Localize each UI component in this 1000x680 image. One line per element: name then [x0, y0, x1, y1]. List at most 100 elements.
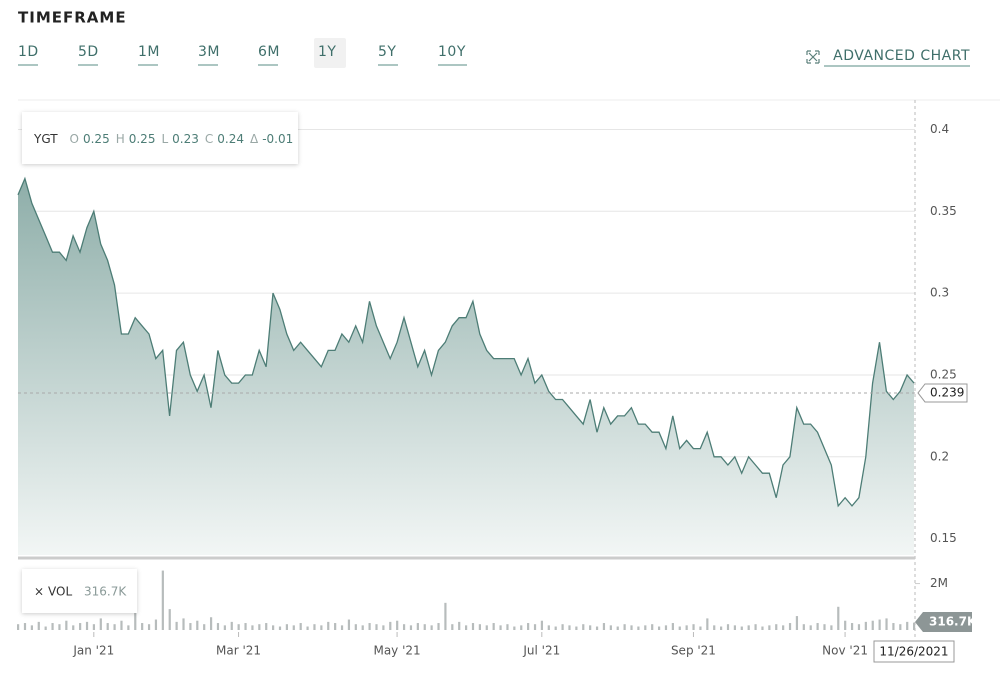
volume-bar	[899, 624, 902, 630]
volume-bar	[327, 621, 330, 630]
volume-bar	[465, 625, 468, 630]
volume-bar	[885, 618, 888, 630]
volume-bar	[575, 626, 578, 630]
x-tick-label: Sep '21	[671, 644, 716, 658]
timeframe-button[interactable]: 5Y	[378, 44, 398, 66]
x-tick-label: Jan '21	[72, 644, 114, 658]
volume-bar	[251, 625, 254, 630]
volume-bar	[430, 625, 433, 630]
advanced-chart-button[interactable]: ADVANCED CHART	[806, 48, 970, 67]
volume-bar	[906, 621, 909, 630]
timeframe-label[interactable]: 3M	[198, 44, 220, 60]
volume-bar	[30, 625, 33, 630]
volume-bar	[726, 624, 730, 630]
volume-bar	[630, 625, 633, 630]
close-icon[interactable]: ×	[34, 585, 44, 599]
volume-bar	[492, 623, 495, 630]
volume-bar	[554, 626, 557, 630]
timeframe-label[interactable]: 5Y	[378, 44, 396, 60]
volume-bar	[113, 624, 116, 630]
x-tick-label: Mar '21	[216, 644, 261, 658]
volume-bar	[79, 623, 82, 630]
volume-bar	[857, 624, 861, 630]
volume-bar	[844, 620, 847, 630]
timeframe-button[interactable]: 1D	[18, 44, 39, 66]
volume-bar	[623, 624, 626, 630]
timeframe-title: TIMEFRAME	[18, 9, 127, 27]
x-tick-label: Nov '21	[822, 644, 868, 658]
timeframe-label[interactable]: 1Y	[318, 44, 336, 60]
volume-bar	[775, 624, 778, 630]
timeframe-button[interactable]: 10Y	[438, 44, 467, 66]
volume-bar	[154, 619, 158, 630]
timeframe-label[interactable]: 5D	[78, 44, 99, 60]
field-key: L	[161, 132, 168, 146]
volume-bar	[733, 625, 736, 630]
volume-bar	[389, 621, 392, 630]
y-tick-label: 0.3	[930, 286, 949, 300]
timeframe-button[interactable]: 6M	[258, 44, 280, 66]
volume-bar	[92, 624, 96, 630]
volume-bar	[809, 625, 812, 630]
field-key: Δ	[250, 132, 259, 146]
volume-bar	[85, 621, 89, 630]
volume-bar	[527, 623, 530, 630]
volume-legend-box	[22, 569, 137, 613]
volume-bar	[595, 626, 599, 630]
timeframe-button[interactable]: 1Y	[314, 38, 346, 68]
volume-bar	[409, 625, 413, 630]
volume-bar	[830, 625, 833, 630]
volume-bar	[347, 619, 351, 630]
volume-badge	[915, 612, 972, 632]
expand-icon	[806, 50, 820, 64]
volume-bar	[871, 620, 874, 630]
volume-bar	[533, 624, 537, 630]
timeframe-label[interactable]: 6M	[258, 44, 280, 60]
advanced-chart-label[interactable]: ADVANCED CHART	[833, 48, 970, 64]
volume-bar	[44, 626, 47, 630]
tooltip-box	[22, 112, 298, 164]
volume-bar	[451, 624, 454, 630]
volume-bar	[685, 625, 688, 630]
timeframe-button[interactable]: 3M	[198, 44, 220, 66]
volume-bar	[602, 623, 606, 630]
volume-bar	[320, 625, 323, 630]
volume-badge-label: 316.7K	[929, 615, 977, 629]
volume-bar	[382, 625, 385, 630]
timeframe-label[interactable]: 1D	[18, 44, 39, 60]
volume-bar	[402, 624, 406, 630]
selected-bg	[314, 38, 346, 68]
field-value: 0.23	[172, 132, 199, 146]
volume-bar	[506, 624, 509, 630]
volume-last: 316.7K	[84, 585, 127, 599]
price-area	[18, 178, 914, 555]
volume-bar	[285, 624, 288, 630]
volume-bar	[182, 618, 185, 630]
volume-bar	[788, 623, 792, 630]
y-tick-label: 0.4	[930, 122, 949, 136]
volume-bar	[265, 623, 268, 630]
volume-bar	[878, 619, 881, 630]
plot: 0.15 0.2 0.25 0.3 0.35 0.4 0.239 2M 316.7K Jan '2…	[17, 122, 977, 663]
timeframe-button[interactable]: 5D	[78, 44, 99, 66]
volume-bar	[196, 620, 199, 630]
volume-bar	[678, 626, 681, 630]
volume-bar	[761, 626, 764, 630]
volume-bar	[520, 625, 523, 630]
volume-name: VOL	[48, 585, 72, 599]
volume-bar	[499, 625, 502, 630]
volume-bar	[313, 624, 316, 630]
price-line	[17, 176, 915, 508]
timeframe-label[interactable]: 10Y	[438, 44, 466, 60]
timeframe-button[interactable]: 1M	[138, 44, 160, 66]
volume-bar	[547, 625, 550, 630]
tooltip-text: YGT O 0.25 H 0.25 L 0.23 C 0.24 Δ -0.01	[33, 132, 293, 146]
volume-bar	[568, 625, 571, 630]
volume-bar	[37, 621, 40, 630]
timeframe-label[interactable]: 1M	[138, 44, 160, 60]
date-badge	[873, 640, 955, 663]
volume-bar	[278, 626, 282, 630]
volume-bar	[706, 618, 709, 630]
volume-legend: × VOL 316.7K	[22, 569, 137, 613]
volume-bar	[168, 609, 171, 630]
